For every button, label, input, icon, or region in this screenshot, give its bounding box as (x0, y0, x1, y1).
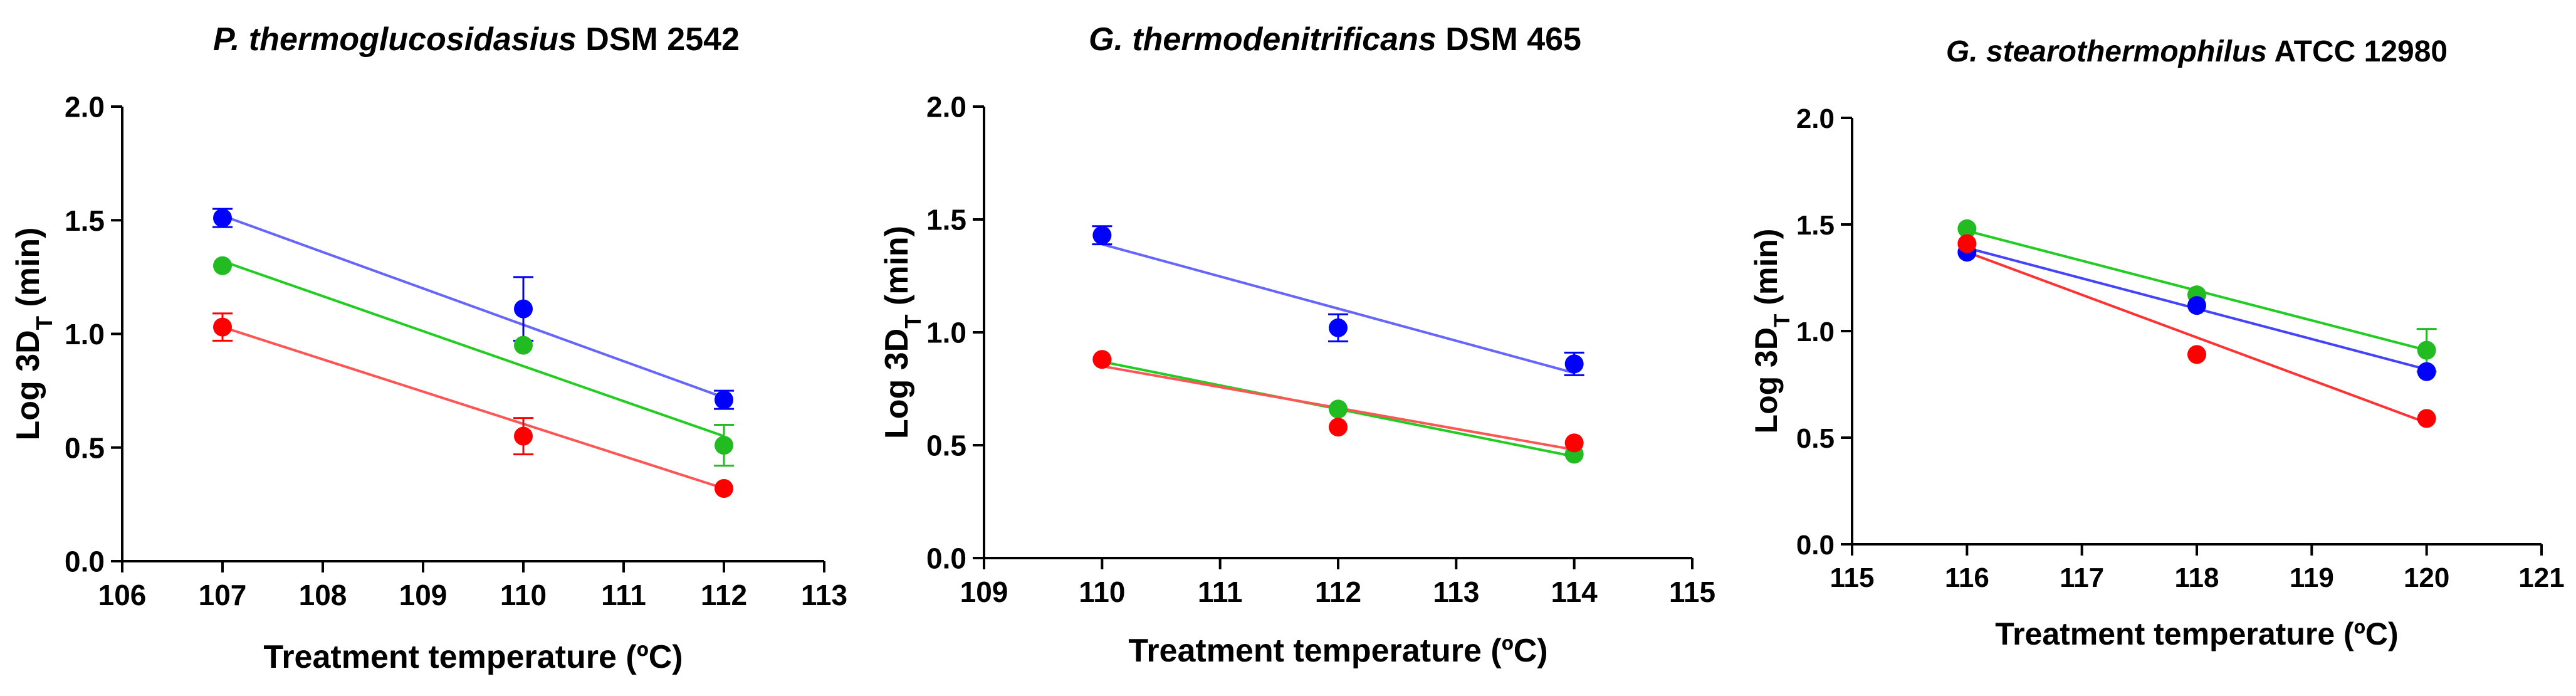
y-tick-label-3-0: 0.0 (1796, 530, 1835, 561)
data-point-blue-1-2 (715, 390, 733, 409)
data-point-blue-3-1 (2187, 296, 2206, 315)
data-point-blue-2-1 (1329, 318, 1348, 337)
chart-panel-2: G. thermodenitrificans DSM 465 109 110 111 1… (879, 21, 1715, 669)
y-tick-label-1-0: 0.0 (65, 546, 105, 578)
chart-title-species-2: G. thermodenitrificans (1089, 21, 1437, 58)
y-axis-label-main-1: Log 3D (10, 330, 46, 440)
y-axis-label-1: Log 3DT (min) (10, 228, 57, 441)
y-tick-label-1-4: 2.0 (65, 91, 105, 124)
fit-line-red-3 (1966, 251, 2427, 424)
y-axis-label-sub-2: T (900, 315, 926, 329)
x-axis-label-2: Treatment temperature (ºC) (1128, 633, 1547, 669)
chart-panel-3: G. stearothermophilus ATCC 12980 115 116 11… (1749, 35, 2565, 651)
x-tick-label-1-4: 110 (500, 579, 547, 611)
data-point-blue-2-2 (1564, 354, 1584, 374)
x-tick-label-2-6: 115 (1669, 576, 1715, 608)
chart-title-species-3: G. stearothermophilus (1946, 35, 2267, 68)
x-tick-label-2-5: 114 (1551, 576, 1598, 608)
data-point-red-3-2 (2417, 409, 2436, 428)
data-point-green-1-0 (213, 256, 232, 275)
y-tick-label-2-0: 0.0 (926, 542, 966, 575)
chart-title-1: P. thermoglucosidasius DSM 2542 (213, 21, 740, 58)
x-tick-label-1-0: 106 (98, 579, 147, 611)
x-tick-label-2-3: 112 (1315, 576, 1361, 608)
y-tick-label-2-1: 0.5 (926, 430, 966, 462)
x-axis-label-1: Treatment temperature (ºC) (263, 639, 683, 675)
y-tick-label-1-2: 1.0 (65, 318, 105, 351)
data-point-green-3-0 (1957, 219, 1977, 238)
y-axis-label-sub-3: T (1770, 314, 1794, 327)
x-axis-label-3: Treatment temperature (ºC) (1995, 616, 2398, 651)
x-tick-label-3-6: 121 (2518, 562, 2564, 593)
chart-title-strain-2: DSM 465 (1437, 21, 1581, 58)
x-tick-label-3-1: 116 (1945, 562, 1989, 593)
x-tick-label-1-5: 111 (601, 579, 646, 611)
data-point-blue-3-2 (2417, 362, 2436, 381)
y-tick-label-3-4: 2.0 (1796, 103, 1835, 134)
data-point-red-3-0 (1957, 234, 1977, 253)
data-point-red-2-0 (1092, 350, 1112, 369)
data-point-green-1-2 (715, 436, 733, 455)
x-tick-label-2-1: 110 (1079, 576, 1125, 608)
chart-title-strain-1: DSM 2542 (577, 21, 740, 58)
y-axis-label-2: Log 3DT (min) (879, 226, 926, 439)
data-point-red-1-0 (213, 317, 232, 337)
data-point-red-2-1 (1329, 418, 1348, 437)
y-tick-label-3-2: 1.0 (1796, 317, 1835, 347)
data-point-blue-1-1 (514, 299, 533, 319)
x-tick-label-1-1: 107 (199, 579, 247, 611)
x-tick-label-2-2: 111 (1198, 576, 1243, 608)
data-point-blue-1-0 (213, 208, 232, 228)
data-point-green-1-1 (514, 335, 533, 355)
x-tick-label-3-3: 118 (2175, 562, 2219, 593)
y-axis-label-sub-1: T (31, 316, 57, 330)
chart-title-species-1: P. thermoglucosidasius (213, 21, 577, 58)
y-tick-label-3-3: 1.5 (1796, 210, 1835, 241)
chart-panel-1: P. thermoglucosidasius DSM 2542 106 107 108… (10, 21, 847, 675)
chart-title-strain-3: ATCC 12980 (2267, 35, 2448, 68)
y-axis-label-unit-2: (min) (879, 226, 915, 315)
x-tick-label-2-0: 109 (960, 576, 1008, 608)
y-tick-label-2-3: 1.5 (926, 204, 966, 236)
data-point-blue-2-0 (1092, 226, 1112, 245)
data-point-red-1-1 (514, 426, 533, 446)
x-tick-label-3-4: 119 (2290, 562, 2334, 593)
data-point-green-2-1 (1329, 399, 1348, 419)
x-tick-label-3-2: 117 (2060, 562, 2104, 593)
y-axis-label-unit-3: (min) (1749, 229, 1784, 314)
data-point-red-3-1 (2187, 345, 2206, 364)
fit-line-green-1 (222, 260, 725, 438)
data-point-green-3-2 (2417, 340, 2436, 360)
data-point-red-2-2 (1564, 433, 1584, 453)
x-tick-label-2-4: 113 (1433, 576, 1479, 608)
x-tick-label-3-0: 115 (1830, 562, 1875, 593)
fit-line-red-1 (222, 325, 725, 490)
y-tick-label-2-2: 1.0 (926, 317, 966, 349)
y-tick-label-1-3: 1.5 (65, 204, 105, 237)
y-axis-label-main-3: Log 3D (1749, 327, 1784, 433)
x-tick-label-1-7: 113 (801, 579, 847, 611)
chart-title-2: G. thermodenitrificans DSM 465 (1089, 21, 1581, 58)
y-tick-label-2-4: 2.0 (926, 91, 966, 124)
x-tick-label-3-5: 120 (2404, 562, 2449, 593)
x-tick-label-1-6: 112 (701, 579, 747, 611)
data-point-red-1-2 (715, 479, 733, 498)
x-tick-label-1-2: 108 (299, 579, 347, 611)
y-tick-label-3-1: 0.5 (1796, 423, 1835, 454)
fit-line-blue-1 (222, 214, 725, 399)
y-axis-label-3: Log 3DT (min) (1749, 229, 1794, 434)
fit-line-blue-2 (1101, 243, 1575, 374)
y-axis-label-main-2: Log 3D (879, 329, 915, 439)
x-tick-label-1-3: 109 (399, 579, 448, 611)
y-axis-label-unit-1: (min) (10, 228, 46, 317)
y-tick-label-1-1: 0.5 (65, 431, 105, 464)
chart-title-3: G. stearothermophilus ATCC 12980 (1946, 35, 2448, 68)
